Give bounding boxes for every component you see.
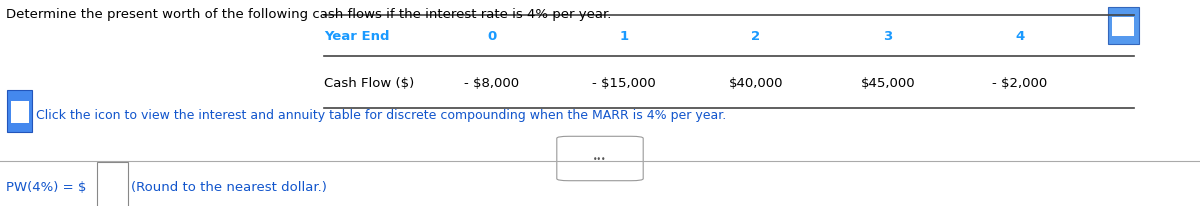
Text: PW(4%) = $: PW(4%) = $	[6, 180, 86, 193]
FancyBboxPatch shape	[7, 91, 32, 132]
Text: Year End: Year End	[324, 30, 390, 43]
Text: - $8,000: - $8,000	[464, 77, 520, 90]
Text: 0: 0	[487, 30, 497, 43]
Text: Cash Flow ($): Cash Flow ($)	[324, 77, 414, 90]
Text: 1: 1	[619, 30, 629, 43]
Text: 4: 4	[1015, 30, 1025, 43]
Text: 2: 2	[751, 30, 761, 43]
FancyBboxPatch shape	[1112, 18, 1134, 36]
FancyBboxPatch shape	[11, 101, 29, 124]
Text: (Round to the nearest dollar.): (Round to the nearest dollar.)	[131, 180, 326, 193]
Text: •••: •••	[593, 154, 607, 163]
Text: - $2,000: - $2,000	[992, 77, 1048, 90]
FancyBboxPatch shape	[97, 162, 128, 206]
Text: Click the icon to view the interest and annuity table for discrete compounding w: Click the icon to view the interest and …	[36, 108, 726, 121]
FancyBboxPatch shape	[1108, 8, 1139, 45]
Text: $45,000: $45,000	[860, 77, 916, 90]
FancyBboxPatch shape	[557, 137, 643, 181]
Text: Determine the present worth of the following cash flows if the interest rate is : Determine the present worth of the follo…	[6, 8, 611, 21]
Text: - $15,000: - $15,000	[592, 77, 656, 90]
Text: 3: 3	[883, 30, 893, 43]
Text: $40,000: $40,000	[728, 77, 784, 90]
